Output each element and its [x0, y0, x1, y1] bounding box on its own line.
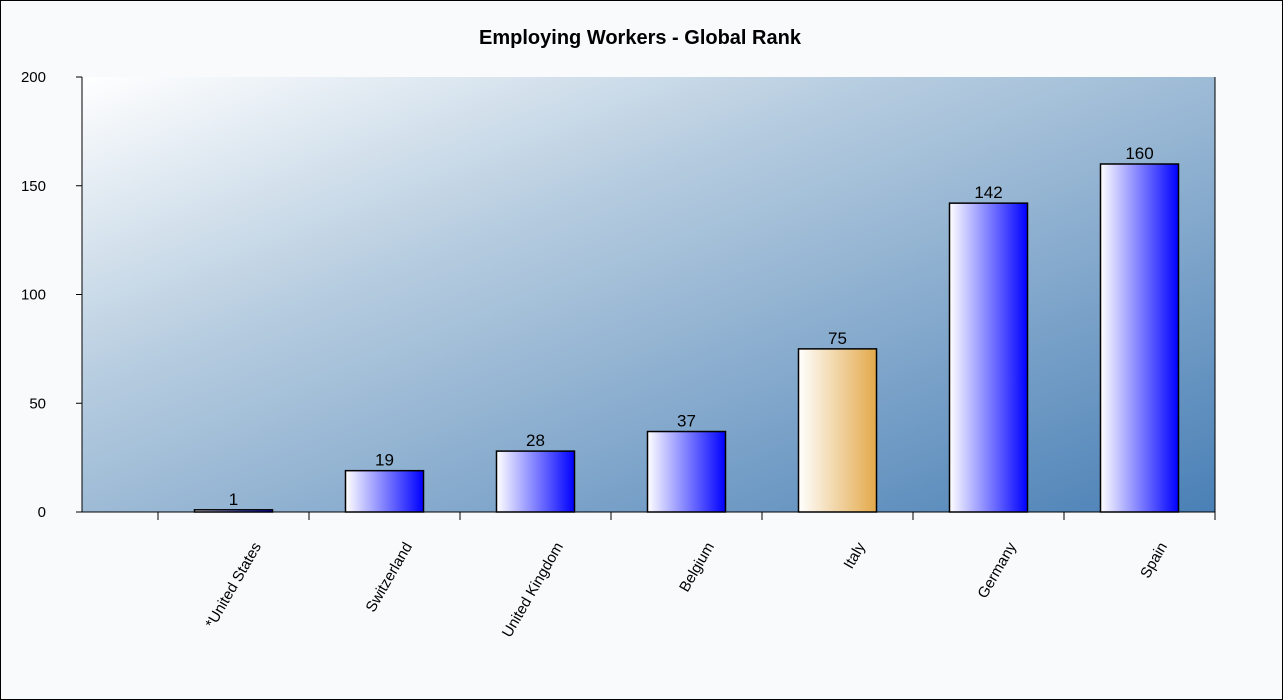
y-tick-label: 200	[21, 69, 46, 86]
data-label: 75	[828, 329, 847, 348]
data-label: 142	[974, 183, 1002, 202]
data-label: 37	[677, 412, 696, 431]
bar	[646, 430, 727, 513]
y-tick-label: 150	[21, 178, 46, 195]
bar	[797, 348, 878, 513]
data-label: 19	[375, 451, 394, 470]
bar	[1099, 163, 1180, 513]
y-tick-label: 50	[29, 395, 46, 412]
bar	[948, 202, 1029, 513]
data-label: 28	[526, 431, 545, 450]
chart-title: Employing Workers - Global Rank	[479, 27, 802, 49]
y-tick-label: 100	[21, 287, 46, 304]
bar	[495, 450, 576, 513]
data-label: 160	[1125, 144, 1153, 163]
bar	[193, 509, 274, 513]
data-label: 1	[229, 490, 238, 509]
y-tick-label: 0	[38, 504, 46, 521]
bar	[344, 469, 425, 513]
